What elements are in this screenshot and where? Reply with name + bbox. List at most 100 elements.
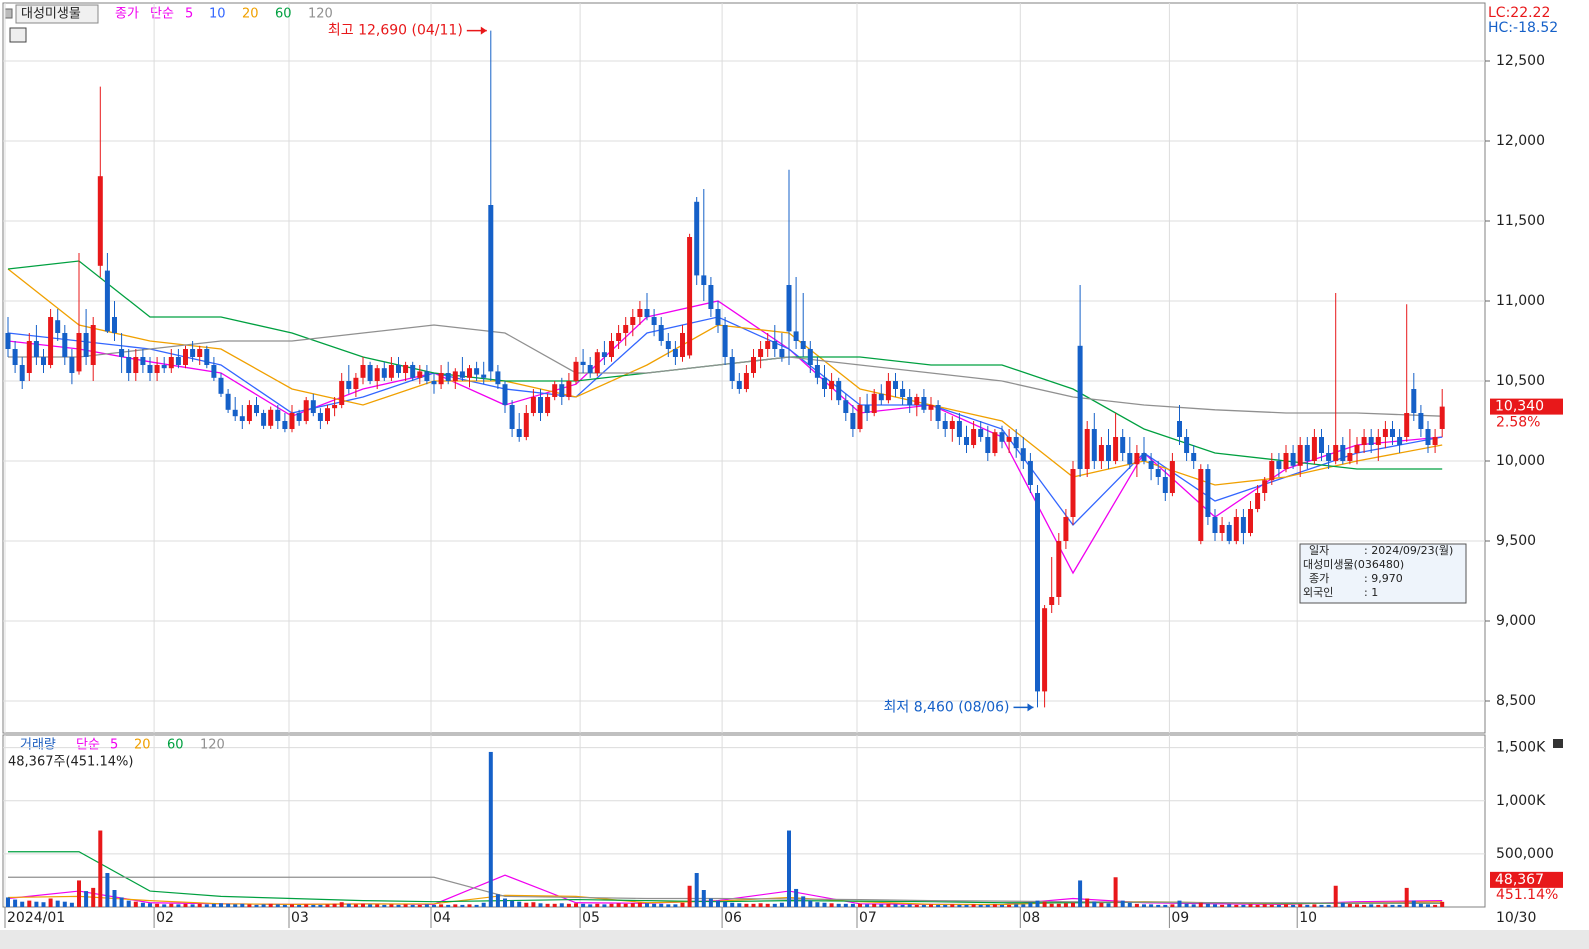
candle-body	[1290, 453, 1296, 466]
volume-bar	[1227, 904, 1232, 907]
candle-body	[942, 421, 948, 429]
candle-body	[1070, 469, 1076, 517]
volume-bar	[574, 903, 578, 907]
volume-bar	[900, 904, 905, 907]
candle-body	[289, 413, 295, 429]
candle-body	[1162, 477, 1168, 493]
candle-body	[353, 377, 359, 389]
grid-icon[interactable]	[9, 27, 27, 43]
candle-body	[644, 309, 650, 317]
volume-bar	[595, 903, 600, 907]
candle-body	[1198, 469, 1204, 541]
volume-bar	[190, 904, 195, 907]
candle-body	[992, 432, 998, 453]
candle-body	[218, 377, 224, 394]
volume-bar	[659, 903, 664, 907]
candle-body	[1020, 448, 1026, 461]
candle-body	[1091, 429, 1097, 461]
volume-bar	[488, 751, 493, 907]
y-tick-label: 1,500K	[1496, 740, 1546, 756]
candle-body	[779, 349, 785, 357]
candle-body	[1276, 461, 1282, 469]
candle-body	[637, 309, 643, 317]
tooltip-text: : 9,970	[1364, 572, 1403, 585]
candle-body	[751, 357, 756, 373]
legend-method: 단순	[150, 7, 174, 22]
candle-body	[601, 352, 607, 357]
candle-body	[587, 365, 593, 373]
volume-method: 단순	[76, 738, 100, 753]
volume-bar	[346, 903, 351, 907]
candle-body	[310, 400, 316, 413]
candle-body	[41, 357, 46, 365]
candle-body	[317, 413, 323, 421]
volume-bar	[1284, 904, 1288, 907]
volume-bar	[91, 887, 96, 907]
volume-bar	[6, 897, 10, 907]
candle-body	[999, 432, 1005, 442]
volume-bar	[751, 903, 756, 907]
candle-body	[161, 365, 167, 369]
icon[interactable]	[4, 8, 13, 19]
volume-bar	[148, 903, 152, 907]
volume-bar	[914, 904, 919, 907]
candle-body	[1240, 517, 1246, 533]
candle-body	[800, 341, 806, 349]
volume-bar	[403, 904, 408, 907]
volume-bar	[730, 902, 735, 907]
panel-icon[interactable]	[1553, 739, 1563, 748]
candle-body	[1027, 461, 1033, 485]
volume-bar	[1418, 903, 1423, 907]
volume-bar	[964, 904, 969, 907]
arrow-head	[480, 26, 487, 35]
volume-bar	[1142, 904, 1146, 907]
candle-body	[1063, 517, 1069, 541]
stock-name: 대성미생물	[21, 7, 81, 22]
price-panel	[2, 2, 1486, 734]
volume-bar	[197, 903, 202, 907]
hc: HC:-18.52	[1488, 20, 1558, 36]
candle-body	[1333, 445, 1339, 461]
candle-body	[552, 384, 558, 397]
volume-bar	[815, 902, 820, 907]
annotation: 최고 12,690 (04/11)	[328, 23, 463, 39]
volume-bar	[1092, 901, 1097, 907]
candle-body	[1262, 480, 1268, 493]
candle-body	[907, 397, 913, 405]
volume-bar	[843, 903, 848, 907]
candle-body	[502, 384, 508, 405]
volume-bar	[439, 904, 444, 907]
volume-bar	[701, 890, 706, 907]
candle-body	[1368, 437, 1374, 445]
candle-body	[1113, 437, 1119, 461]
volume-bar	[140, 902, 145, 907]
candle-body	[857, 405, 863, 429]
candle-body	[1340, 445, 1346, 461]
candle-body	[1226, 525, 1232, 541]
candle-body	[481, 374, 487, 378]
tooltip-text: 일자	[1309, 543, 1329, 557]
candle-body	[921, 397, 927, 410]
y-tick-label: 11,500	[1496, 213, 1545, 229]
volume-bar	[112, 890, 117, 907]
volume-bar	[921, 904, 926, 907]
candle-body	[1177, 421, 1182, 437]
candle-body	[403, 365, 409, 373]
volume-bar	[1042, 901, 1047, 907]
volume-bar	[1134, 903, 1139, 907]
candle-body	[523, 413, 529, 437]
legend-entry: 20	[242, 7, 259, 22]
volume-bar	[417, 904, 422, 907]
candle-body	[935, 405, 941, 421]
volume-bar	[1312, 904, 1317, 907]
candle-body	[978, 429, 984, 437]
scroll-area[interactable]	[0, 930, 1589, 949]
volume-bar	[552, 903, 557, 907]
candle-body	[864, 405, 870, 413]
candle-body	[665, 341, 671, 349]
candle-body	[694, 201, 700, 276]
candle-body	[509, 405, 515, 429]
volume-bar	[566, 903, 571, 907]
candle-body	[956, 421, 962, 437]
volume-bar	[1014, 904, 1019, 907]
